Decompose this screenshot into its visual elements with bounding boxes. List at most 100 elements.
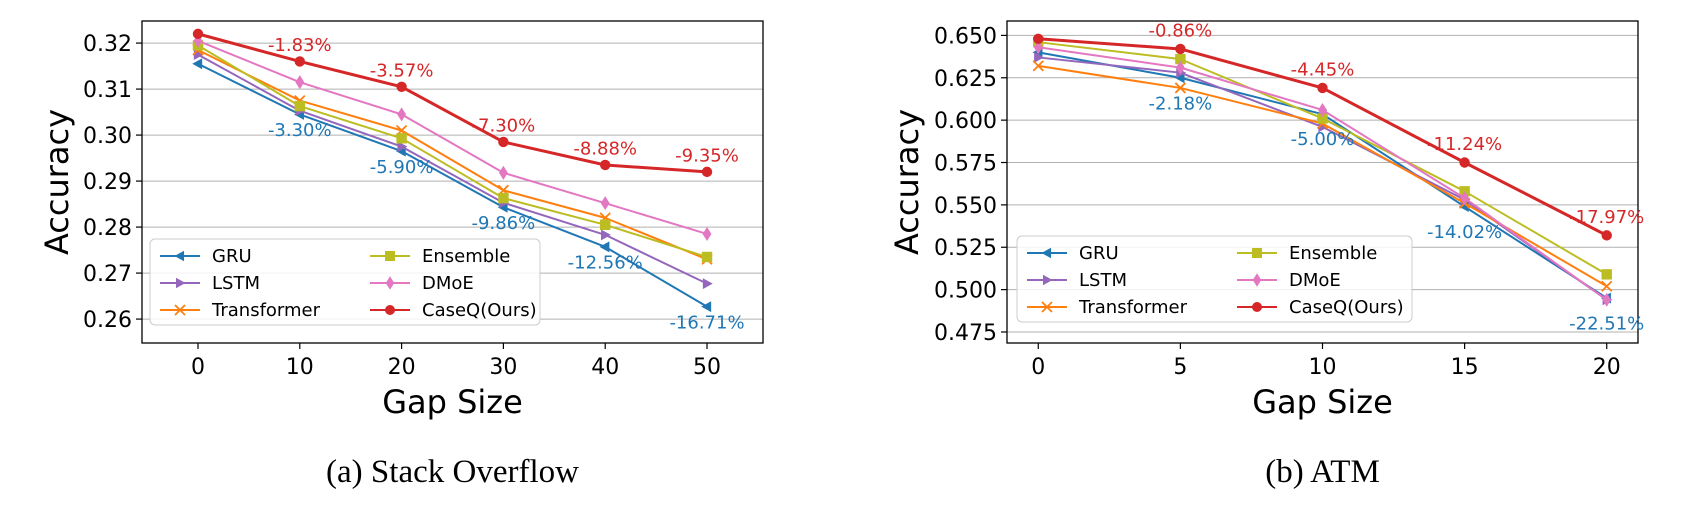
chart-stack-overflow: 0.26 0.27 0.28 0.29 0.30 0.31 0.32 0 10 20 30 40 50 G…: [38, 20, 764, 490]
x-tick-label: 20: [1593, 355, 1621, 380]
x-tick-label: 0: [191, 355, 205, 380]
data-point: [1317, 82, 1328, 94]
annotation-label: -14.02%: [1427, 222, 1502, 243]
chart-atm: 0.475 0.500 0.525 0.550 0.575 0.600 0.625 0.650…: [888, 20, 1644, 490]
annotation-label: -22.51%: [1569, 314, 1644, 335]
legend: GRU LSTM Transformer Ensemble DMoE CaseQ(Ours…: [149, 238, 541, 326]
legend-label: DMoE: [1289, 270, 1341, 291]
annotation-label: -4.45%: [1291, 59, 1355, 80]
x-tick-label: 20: [388, 355, 416, 380]
data-point: [600, 219, 611, 230]
data-point: [192, 28, 204, 40]
y-tick-label: 0.625: [934, 67, 997, 92]
legend-label: Ensemble: [1289, 243, 1377, 264]
annotation-label: -9.86%: [472, 213, 536, 234]
data-point: [192, 58, 203, 70]
legend-box: [149, 238, 541, 326]
data-point: [295, 75, 305, 90]
y-tick-label: 0.650: [934, 24, 997, 49]
y-tick-label: 0.475: [934, 321, 997, 346]
legend-marker: [1043, 274, 1053, 286]
legend-label: LSTM: [212, 273, 260, 294]
y-tick-label: 0.28: [83, 216, 132, 241]
data-point: [1317, 113, 1328, 124]
x-tick-label: 40: [591, 355, 619, 380]
x-tick-label: 5: [1173, 355, 1187, 380]
series-line-ensemble: [197, 44, 708, 258]
annotation-label: -12.56%: [568, 253, 643, 274]
y-axis-label: Accuracy: [888, 109, 926, 255]
legend-marker: [1252, 273, 1262, 287]
legend-marker: [1041, 301, 1053, 313]
x-axis-label: Gap Size: [382, 383, 523, 421]
data-point: [1175, 43, 1186, 55]
y-tick-label: 0.29: [83, 170, 132, 195]
legend-marker: [174, 304, 186, 316]
legend-box: [1016, 235, 1413, 323]
data-point: [1601, 280, 1613, 292]
y-tick-label: 0.575: [934, 152, 997, 177]
series-line-dmoe: [197, 39, 708, 235]
data-point: [1032, 60, 1044, 72]
data-point: [1601, 230, 1612, 241]
legend-label: CaseQ(Ours): [422, 300, 537, 321]
data-point: [1033, 40, 1043, 55]
y-tick-label: 0.31: [83, 78, 132, 103]
annotation-label: -3.30%: [268, 120, 332, 141]
data-point: [498, 192, 509, 204]
y-tick-label: 0.30: [83, 124, 132, 149]
legend-label: CaseQ(Ours): [1289, 297, 1404, 318]
data-point: [396, 133, 407, 144]
data-point: [1175, 53, 1186, 65]
y-tick-label: 0.525: [934, 236, 997, 261]
data-point: [1033, 33, 1044, 44]
legend-marker: [385, 276, 395, 290]
data-point: [498, 165, 508, 180]
data-point: [1601, 269, 1612, 280]
y-tick-label: 0.32: [83, 32, 132, 57]
figure-caption: (b) ATM: [1265, 454, 1380, 490]
annotation-label: -9.35%: [675, 145, 739, 166]
data-point: [498, 136, 509, 148]
legend-marker: [385, 305, 395, 315]
legend-label: Transformer: [211, 300, 321, 321]
annotation-label: -8.88%: [573, 139, 637, 160]
data-point: [1459, 157, 1470, 168]
x-tick-label: 0: [1031, 355, 1045, 380]
legend-label: LSTM: [1079, 270, 1127, 291]
legend-marker: [1041, 247, 1051, 259]
annotation-label: -0.86%: [1149, 20, 1213, 41]
data-point: [600, 196, 610, 211]
x-tick-label: 10: [286, 355, 314, 380]
annotation-label: -11.24%: [1427, 134, 1502, 155]
y-tick-label: 0.600: [934, 109, 997, 134]
data-point: [193, 33, 203, 48]
series-line-transformer: [197, 49, 708, 261]
series-line-lstm: [197, 53, 708, 285]
legend-label: Transformer: [1078, 297, 1188, 318]
legend-label: DMoE: [422, 273, 474, 294]
data-point: [1174, 72, 1185, 84]
data-point: [1318, 102, 1327, 117]
legend-marker: [385, 251, 395, 261]
data-point: [1174, 82, 1187, 94]
data-point: [599, 241, 610, 253]
y-tick-label: 0.26: [83, 308, 132, 333]
x-tick-label: 50: [693, 355, 721, 380]
data-point: [294, 56, 305, 67]
x-tick-label: 15: [1451, 355, 1479, 380]
data-point: [1460, 191, 1470, 206]
legend-label: GRU: [1079, 243, 1119, 264]
data-point: [1175, 60, 1185, 75]
figure-caption: (a) Stack Overflow: [326, 454, 579, 490]
annotation-label: -1.83%: [268, 35, 332, 56]
x-tick-label: 30: [489, 355, 517, 380]
data-point: [396, 81, 407, 92]
legend-label: GRU: [212, 246, 252, 267]
annotation-label: -16.71%: [669, 312, 744, 333]
data-point: [701, 166, 713, 178]
annotation-label: -7.30%: [472, 116, 536, 137]
annotation-label: -3.57%: [370, 60, 434, 81]
data-point: [1034, 51, 1044, 63]
